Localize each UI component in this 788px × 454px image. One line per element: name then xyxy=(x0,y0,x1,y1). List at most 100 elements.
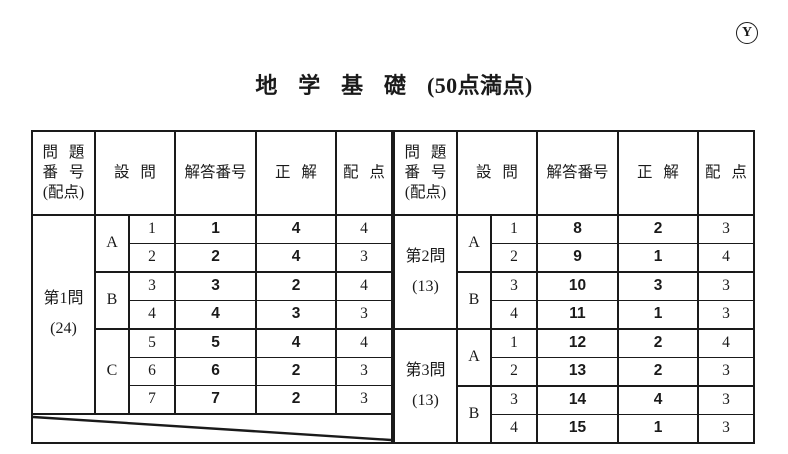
answer-table-left: 問 題番 号 (配点) 設 問解答番号正 解配 点第1問 (24) A 1 1 4 4 2 2 4 3 B… xyxy=(31,130,393,444)
answer-number-cell: 7 xyxy=(174,385,257,415)
subquestion-letter-cell: C xyxy=(94,328,130,415)
correct-answer-cell: 1 xyxy=(617,414,699,444)
correct-answer-cell: 2 xyxy=(617,357,699,387)
total-points-label: (50点満点) xyxy=(426,73,533,98)
answer-row: 4 15 1 3 xyxy=(394,414,755,444)
points-cell: 3 xyxy=(335,243,393,273)
diagonal-line xyxy=(34,416,390,442)
answer-number-cell: 11 xyxy=(536,300,619,330)
answer-number-cell: 9 xyxy=(536,243,619,273)
subject-title: 地学基礎 xyxy=(255,73,427,98)
subquestion-letter-cell: A xyxy=(94,214,130,273)
answer-number-cell: 14 xyxy=(536,385,619,415)
subquestion-number-cell: 2 xyxy=(490,243,538,273)
question-group-title: 第1問 xyxy=(43,290,84,308)
answer-number-cell: 6 xyxy=(174,357,257,386)
points-cell: 3 xyxy=(335,300,393,330)
correct-answer-cell: 2 xyxy=(255,357,337,386)
subquestion-number-cell: 4 xyxy=(490,300,538,330)
circled-y-mark: Y xyxy=(736,22,758,44)
question-group-cell: 第1問 (24) xyxy=(31,214,96,415)
answer-table-right: 問 題番 号 (配点) 設 問解答番号正 解配 点第2問 (13) A 1 8 2 3 2 9 1 4 B… xyxy=(393,130,755,444)
answer-row: 4 11 1 3 xyxy=(394,300,755,330)
subquestion-number-cell: 3 xyxy=(128,271,176,301)
subquestion-letter-cell: A xyxy=(456,328,492,387)
points-header: 配 点 xyxy=(697,130,755,216)
points-cell: 3 xyxy=(697,271,755,301)
points-cell: 3 xyxy=(697,214,755,244)
correct-answer-cell: 4 xyxy=(255,243,337,273)
points-cell: 3 xyxy=(697,357,755,387)
subquestion-number-cell: 1 xyxy=(128,214,176,244)
subquestion-number-cell: 3 xyxy=(490,385,538,415)
points-cell: 4 xyxy=(335,328,393,358)
question-number-header-line: (配点) xyxy=(42,184,85,202)
subquestion-number-cell: 6 xyxy=(128,357,176,386)
question-number-header-line: (配点) xyxy=(404,184,447,202)
subquestion-letter-cell: B xyxy=(456,385,492,444)
question-group-title: 第2問 xyxy=(405,247,446,265)
question-group-points: (13) xyxy=(412,277,439,295)
subquestion-number-cell: 1 xyxy=(490,214,538,244)
question-group-title: 第3問 xyxy=(405,361,446,379)
correct-answer-header: 正 解 xyxy=(617,130,699,216)
correct-answer-cell: 2 xyxy=(617,214,699,244)
points-cell: 4 xyxy=(697,243,755,273)
subquestion-letter-cell: B xyxy=(456,271,492,330)
points-cell: 3 xyxy=(697,385,755,415)
correct-answer-cell: 2 xyxy=(617,328,699,358)
blank-filler-row xyxy=(31,413,393,444)
answer-number-header: 解答番号 xyxy=(536,130,619,216)
answer-number-cell: 15 xyxy=(536,414,619,444)
question-number-header: 問 題番 号 (配点) xyxy=(31,130,96,216)
correct-answer-cell: 4 xyxy=(255,214,337,244)
subquestion-letter-cell: A xyxy=(456,214,492,273)
answer-number-header: 解答番号 xyxy=(174,130,257,216)
answer-number-cell: 13 xyxy=(536,357,619,387)
answer-number-cell: 4 xyxy=(174,300,257,330)
points-cell: 3 xyxy=(697,300,755,330)
setsumon-header: 設 問 xyxy=(456,130,538,216)
correct-answer-cell: 2 xyxy=(255,271,337,301)
correct-answer-cell: 1 xyxy=(617,300,699,330)
question-group-points: (24) xyxy=(50,320,77,337)
answer-row: 2 13 2 3 xyxy=(394,357,755,387)
points-header: 配 点 xyxy=(335,130,393,216)
points-cell: 4 xyxy=(697,328,755,358)
points-cell: 4 xyxy=(335,271,393,301)
correct-answer-cell: 1 xyxy=(617,243,699,273)
question-number-header-line: 問 題 xyxy=(42,143,85,161)
question-group-cell: 第2問 (13) xyxy=(393,214,458,330)
subquestion-number-cell: 2 xyxy=(128,243,176,273)
answer-number-cell: 12 xyxy=(536,328,619,358)
subquestion-number-cell: 7 xyxy=(128,385,176,415)
question-number-header-line: 番 号 xyxy=(42,163,85,181)
subquestion-letter-cell: B xyxy=(94,271,130,330)
question-number-header: 問 題番 号 (配点) xyxy=(393,130,458,216)
answer-row: 第2問 (13) A 1 8 2 3 xyxy=(393,214,755,330)
question-group-cell: 第3問 (13) xyxy=(393,328,458,444)
subquestion-number-cell: 1 xyxy=(490,328,538,358)
question-number-header-line: 問 題 xyxy=(404,143,447,161)
subquestion-number-cell: 4 xyxy=(128,300,176,330)
answer-number-cell: 1 xyxy=(174,214,257,244)
subquestion-number-cell: 5 xyxy=(128,328,176,358)
answer-number-cell: 3 xyxy=(174,271,257,301)
page-title: 地学基礎(50点満点) xyxy=(0,68,788,100)
subquestion-number-cell: 3 xyxy=(490,271,538,301)
header-row: 問 題番 号 (配点) 設 問解答番号正 解配 点 xyxy=(393,130,755,216)
answer-number-cell: 10 xyxy=(536,271,619,301)
answer-number-cell: 8 xyxy=(536,214,619,244)
header-row: 問 題番 号 (配点) 設 問解答番号正 解配 点 xyxy=(31,130,393,216)
points-cell: 3 xyxy=(335,385,393,415)
answer-row: 第3問 (13) A 1 12 2 4 xyxy=(393,328,755,444)
setsumon-header: 設 問 xyxy=(94,130,176,216)
subquestion-number-cell: 4 xyxy=(490,414,538,444)
question-group-points: (13) xyxy=(412,391,439,409)
correct-answer-cell: 3 xyxy=(617,271,699,301)
subquestion-number-cell: 2 xyxy=(490,357,538,387)
